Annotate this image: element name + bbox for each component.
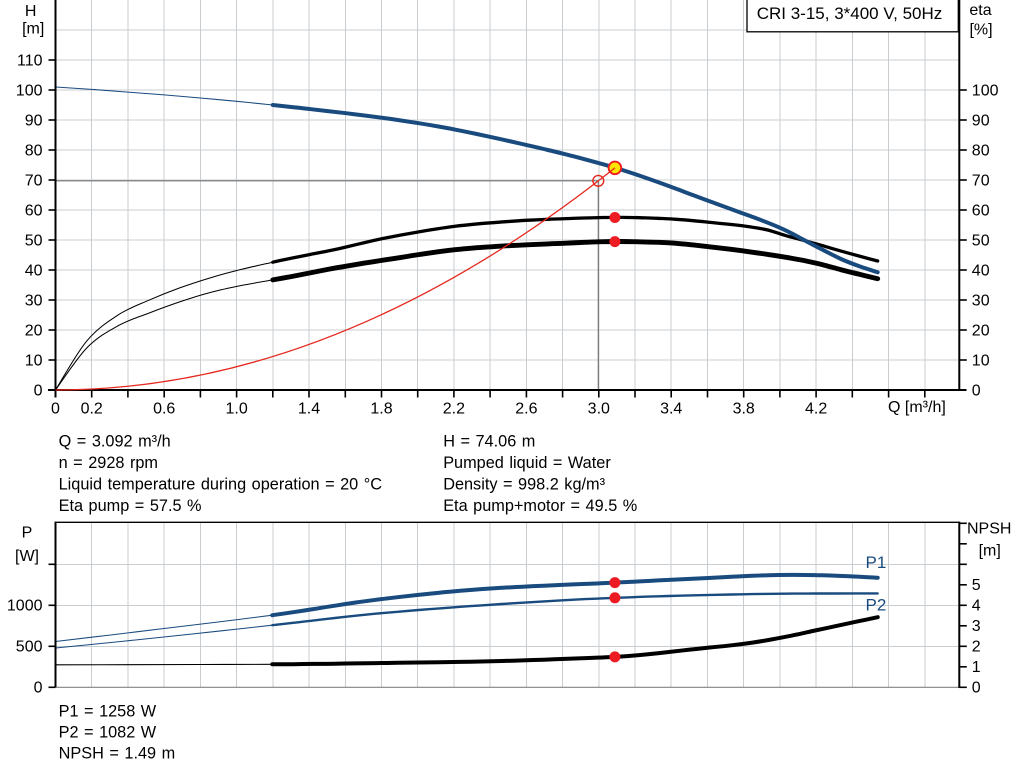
svg-text:50: 50	[25, 232, 43, 249]
svg-text:1.0: 1.0	[225, 400, 247, 417]
svg-text:100: 100	[16, 82, 43, 99]
svg-text:Pumped liquid = Water: Pumped liquid = Water	[443, 454, 611, 472]
svg-text:H: H	[25, 3, 37, 20]
svg-text:eta: eta	[969, 2, 991, 19]
svg-text:500: 500	[16, 639, 43, 656]
svg-text:NPSH: NPSH	[967, 521, 1011, 538]
svg-text:[W]: [W]	[15, 548, 39, 565]
svg-text:90: 90	[25, 112, 43, 129]
svg-text:3: 3	[972, 618, 981, 635]
svg-text:0: 0	[34, 382, 43, 399]
svg-text:P2: P2	[866, 595, 887, 614]
svg-text:2: 2	[972, 639, 981, 656]
svg-text:80: 80	[972, 142, 990, 159]
svg-text:Q [m³/h]: Q [m³/h]	[888, 399, 946, 416]
svg-text:40: 40	[972, 262, 990, 279]
svg-text:70: 70	[25, 172, 43, 189]
svg-text:0: 0	[972, 382, 981, 399]
svg-text:Liquid temperature during oper: Liquid temperature during operation = 20…	[59, 476, 383, 494]
svg-text:100: 100	[972, 82, 999, 99]
svg-text:Q = 3.092 m³/h: Q = 3.092 m³/h	[59, 433, 171, 451]
svg-text:[%]: [%]	[969, 22, 992, 39]
svg-text:80: 80	[25, 142, 43, 159]
svg-text:20: 20	[972, 322, 990, 339]
svg-text:50: 50	[972, 232, 990, 249]
svg-text:4: 4	[972, 598, 981, 615]
svg-text:3.0: 3.0	[588, 400, 610, 417]
svg-text:2.6: 2.6	[515, 400, 537, 417]
svg-text:NPSH = 1.49 m: NPSH = 1.49 m	[59, 745, 176, 763]
svg-text:1: 1	[972, 659, 981, 676]
svg-text:Eta pump+motor = 49.5 %: Eta pump+motor = 49.5 %	[443, 497, 637, 515]
svg-text:0: 0	[34, 680, 43, 697]
svg-text:90: 90	[972, 112, 990, 129]
svg-text:30: 30	[25, 292, 43, 309]
svg-text:0: 0	[51, 400, 60, 417]
svg-text:10: 10	[972, 352, 990, 369]
svg-text:5: 5	[972, 577, 981, 594]
svg-text:[m]: [m]	[979, 543, 1001, 560]
svg-text:3.4: 3.4	[660, 400, 682, 417]
svg-text:[m]: [m]	[22, 21, 44, 38]
svg-text:3.8: 3.8	[733, 400, 755, 417]
svg-text:2.2: 2.2	[443, 400, 465, 417]
svg-text:1.4: 1.4	[298, 400, 320, 417]
svg-text:30: 30	[972, 292, 990, 309]
svg-text:n = 2928 rpm: n = 2928 rpm	[59, 454, 158, 472]
svg-text:P1: P1	[866, 553, 887, 572]
svg-text:H = 74.06 m: H = 74.06 m	[443, 433, 535, 451]
svg-text:P: P	[22, 524, 33, 541]
svg-text:10: 10	[25, 352, 43, 369]
svg-text:Density = 998.2 kg/m³: Density = 998.2 kg/m³	[443, 476, 605, 494]
svg-text:70: 70	[972, 172, 990, 189]
svg-text:60: 60	[25, 202, 43, 219]
svg-text:0: 0	[972, 680, 981, 697]
svg-text:4.2: 4.2	[805, 400, 827, 417]
svg-text:0.6: 0.6	[153, 400, 175, 417]
svg-text:40: 40	[25, 262, 43, 279]
svg-text:CRI 3-15, 3*400 V, 50Hz: CRI 3-15, 3*400 V, 50Hz	[757, 4, 943, 23]
svg-text:110: 110	[17, 52, 43, 69]
svg-text:60: 60	[972, 202, 990, 219]
svg-text:1000: 1000	[7, 598, 43, 615]
svg-text:1.8: 1.8	[370, 400, 392, 417]
svg-text:P2 = 1082 W: P2 = 1082 W	[59, 724, 157, 742]
svg-text:0.2: 0.2	[81, 400, 103, 417]
svg-text:P1 = 1258 W: P1 = 1258 W	[59, 703, 157, 721]
svg-text:Eta pump = 57.5 %: Eta pump = 57.5 %	[59, 497, 202, 515]
svg-text:20: 20	[25, 322, 43, 339]
